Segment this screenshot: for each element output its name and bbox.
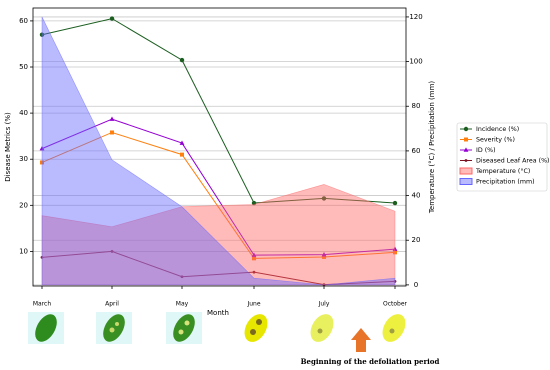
legend: Incidence (%) Severity (%) ID (%) Diseased …	[456, 122, 550, 192]
point	[179, 140, 185, 145]
y2-tick-label: 80	[412, 102, 421, 110]
y-tick-label: 30	[19, 155, 28, 163]
point	[180, 275, 184, 279]
x-tick-label: March	[33, 301, 51, 308]
y2-tick-label: 100	[409, 58, 422, 66]
y2-axis-title: Temperature (°C) / Precipitation (mm)	[428, 81, 436, 215]
point	[252, 256, 256, 261]
y-tick-label: 40	[19, 109, 28, 117]
y-tick-label: 20	[19, 201, 28, 209]
point	[109, 16, 115, 21]
point	[110, 250, 114, 253]
line	[41, 250, 396, 286]
x-tick-label: July	[318, 301, 330, 308]
area	[41, 184, 396, 286]
legend-marker	[464, 137, 468, 142]
y-tick-label: 50	[19, 63, 28, 71]
leaf-icons	[28, 312, 406, 352]
x-tick-label: May	[176, 301, 189, 308]
legend-marker	[463, 147, 469, 152]
legend-label: Diseased Leaf Area (%)	[476, 158, 550, 165]
legend-frame	[456, 122, 548, 192]
legend-swatch	[459, 178, 473, 185]
point	[392, 200, 398, 206]
point	[252, 270, 256, 274]
legend-label: Temperature (°C)	[475, 167, 530, 175]
x-tick-label: June	[246, 301, 260, 308]
legend-label: ID (%)	[476, 147, 496, 154]
point	[179, 57, 185, 63]
legend-marker	[464, 159, 468, 162]
legend-label: Incidence (%)	[476, 126, 519, 133]
legend-label: Severity (%)	[476, 137, 515, 144]
point	[321, 252, 327, 257]
legend-marker	[463, 126, 469, 132]
x-axis-title: Month	[207, 309, 229, 317]
point	[110, 130, 114, 135]
y2-tick-label: 60	[412, 147, 421, 155]
point	[251, 252, 257, 257]
line	[41, 131, 396, 259]
point	[322, 254, 326, 259]
y-axis-title: Disease Metrics (%)	[4, 112, 12, 182]
plot-area	[33, 16, 406, 287]
point	[180, 152, 184, 157]
legend-label: Precipitation (mm)	[476, 179, 535, 186]
area	[41, 16, 396, 286]
point	[109, 116, 115, 121]
legend-swatch	[459, 167, 473, 175]
x-tick-label: April	[105, 301, 119, 308]
annotation: Beginning of the defoliation period	[301, 357, 440, 366]
plot-frame	[32, 7, 407, 287]
y2-tick-label: 120	[409, 13, 422, 21]
line	[41, 118, 396, 256]
point	[321, 196, 327, 201]
x-tick-label: October	[383, 301, 408, 308]
y2-tick-label: 40	[412, 192, 421, 200]
y2-tick-label: 20	[412, 236, 421, 244]
y2-tick-label: 0	[414, 281, 418, 289]
y-tick-label: 60	[19, 17, 28, 25]
line	[41, 18, 396, 204]
y-tick-label: 10	[19, 247, 28, 255]
